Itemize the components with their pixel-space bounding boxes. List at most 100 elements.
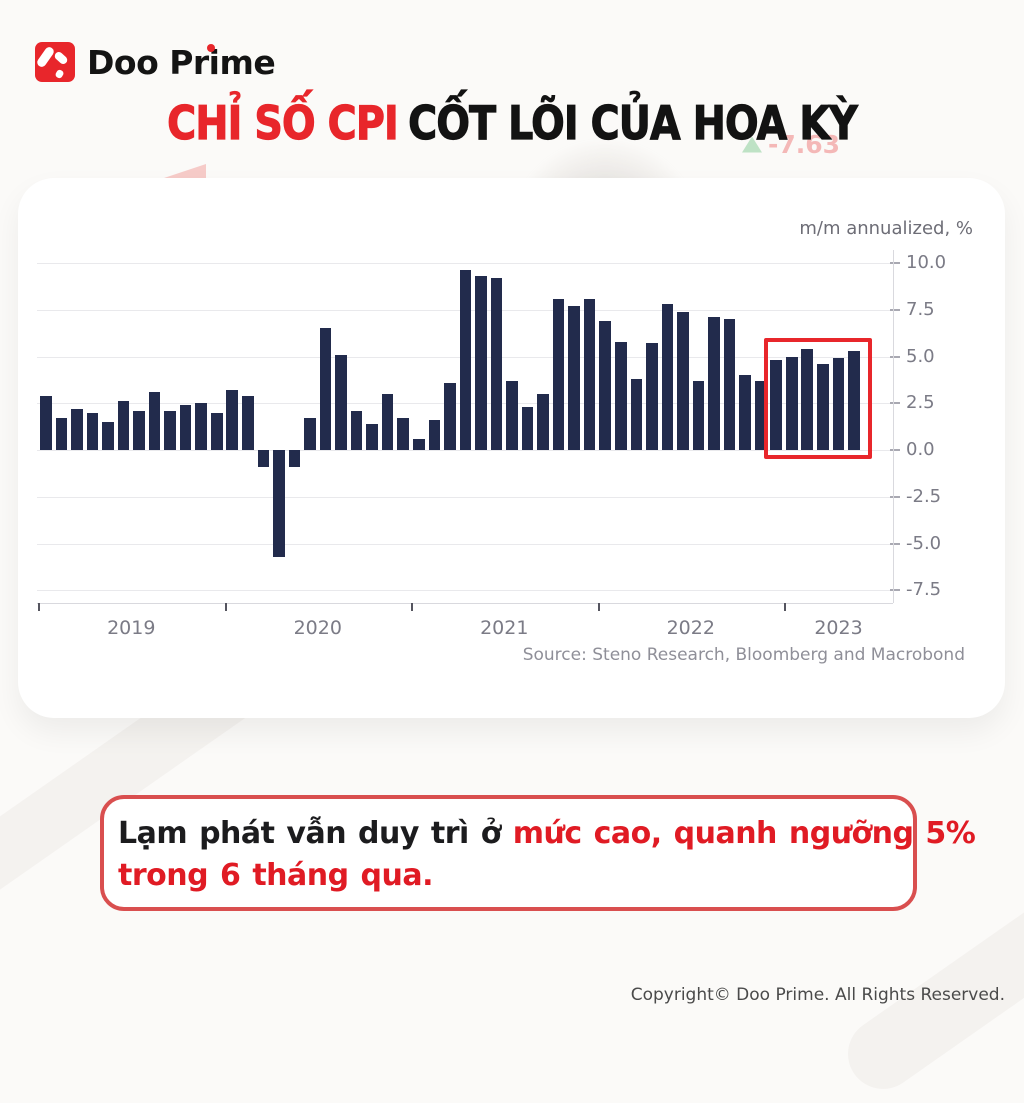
bar: [179, 405, 192, 450]
bar: [257, 450, 270, 467]
bar: [801, 349, 814, 450]
bar: [133, 410, 145, 450]
bar: [614, 341, 627, 450]
chart-unit-label: m/m annualized, %: [799, 218, 973, 239]
gridline: [37, 590, 893, 592]
y-tick-label: 2.5: [906, 392, 935, 414]
bar: [506, 380, 518, 450]
bar: [677, 311, 689, 450]
bar: [397, 418, 409, 450]
bar: [319, 328, 332, 450]
page-title: CHỈ SỐ CPI CỐT LÕI CỦA HOA KỲ: [0, 95, 1024, 150]
gridline: [37, 496, 893, 498]
bar: [723, 319, 736, 450]
bar: [350, 410, 363, 450]
year-label: 2021: [480, 617, 529, 639]
bar: [785, 356, 798, 450]
bar: [459, 270, 472, 450]
caption-text-black: Lạm phát vẫn duy trì ở: [118, 816, 501, 851]
brand-header: Doo Prime: [35, 42, 276, 82]
bar: [832, 358, 845, 450]
bar: [599, 320, 612, 450]
bar: [195, 403, 207, 450]
core-cpi-bar-chart: 10.0 7.5 5.0 2.5 0.0 -2.5 -5.0 -7.5 2019 2020 2021…: [18, 178, 1005, 718]
doo-prime-logo-icon: [35, 42, 75, 82]
bar: [40, 395, 52, 450]
bar: [739, 375, 751, 450]
background-ticker-remnant: -7.63: [742, 130, 840, 159]
y-axis-tick: [890, 542, 900, 545]
bar: [381, 393, 394, 450]
bar: [770, 360, 782, 450]
chart-card: m/m annualized, % 10.0 7.5 5.0 2.5 0.0 -2.5 -5…: [18, 178, 1005, 718]
highlight-box: [764, 338, 872, 459]
caption-text-red: mức cao, quanh ngưỡng 5%: [512, 816, 976, 851]
year-label: 2019: [107, 617, 156, 639]
bar: [86, 412, 99, 450]
bar: [164, 410, 176, 450]
bar: [661, 304, 674, 450]
bar: [646, 343, 658, 450]
chart-source-text: Source: Steno Research, Bloomberg and Ma…: [522, 645, 965, 665]
brand-i-dot: [207, 43, 215, 52]
infographic-page: { "brand": { "name": "Doo Prime" }, "tit…: [0, 42, 1024, 1005]
x-axis-tick: [411, 603, 413, 611]
gridline: [37, 543, 893, 545]
x-axis-tick: [38, 603, 40, 611]
bar: [552, 298, 565, 450]
caption-line-2: trong 6 tháng qua.: [118, 858, 434, 893]
brand-wordmark: Doo Prime: [87, 42, 276, 82]
y-tick-label: 10.0: [906, 252, 947, 273]
bar: [102, 421, 114, 450]
x-axis-tick: [597, 603, 600, 611]
bar: [630, 378, 643, 450]
bar: [304, 418, 316, 450]
bar: [848, 350, 860, 450]
caption-box: Lạm phát vẫn duy trì ở mức cao, quanh ng…: [100, 795, 976, 911]
bar: [335, 354, 347, 450]
bar: [148, 392, 161, 450]
bar: [475, 276, 487, 450]
bar: [568, 306, 580, 450]
bar: [428, 420, 441, 450]
y-axis-tick: [890, 589, 900, 592]
y-axis-line: [893, 250, 894, 603]
caption-line-1: Lạm phát vẫn duy trì ở mức cao, quanh ng…: [118, 813, 976, 855]
bar: [288, 450, 301, 467]
bar: [708, 317, 720, 450]
bar: [444, 382, 456, 450]
x-axis-line: [37, 603, 893, 604]
bar: [117, 401, 130, 450]
y-tick-label: 5.0: [906, 345, 935, 367]
gridline: [37, 450, 893, 451]
ticker-value: -7.63: [768, 130, 841, 159]
y-axis-tick: [890, 308, 900, 311]
bar: [692, 380, 705, 450]
bar: [537, 393, 549, 450]
y-axis-tick: [890, 262, 900, 264]
bar: [226, 390, 239, 450]
y-axis-tick: [890, 402, 900, 405]
x-axis-tick: [224, 603, 227, 611]
bar: [366, 423, 378, 450]
y-axis-tick: [890, 495, 900, 498]
bar: [817, 363, 829, 450]
bar: [210, 412, 223, 450]
copyright-text: Copyright© Doo Prime. All Rights Reserve…: [630, 985, 1005, 1005]
year-label: 2023: [814, 617, 863, 639]
year-label: 2022: [666, 617, 715, 639]
bar: [55, 418, 68, 450]
year-label: 2020: [293, 617, 342, 639]
y-axis-tick: [890, 355, 900, 358]
bar: [490, 277, 503, 450]
bar: [583, 298, 596, 450]
bar: [242, 395, 254, 450]
bar: [412, 438, 425, 450]
title-highlight: CHỈ SỐ CPI: [167, 95, 400, 150]
title-rest: CỐT LÕI CỦA HOA KỲ: [408, 95, 859, 150]
bar: [273, 450, 285, 557]
y-tick-label: -5.0: [906, 532, 942, 554]
gridline: [37, 263, 893, 264]
y-tick-label: -2.5: [906, 485, 942, 507]
x-axis-tick: [784, 603, 786, 611]
